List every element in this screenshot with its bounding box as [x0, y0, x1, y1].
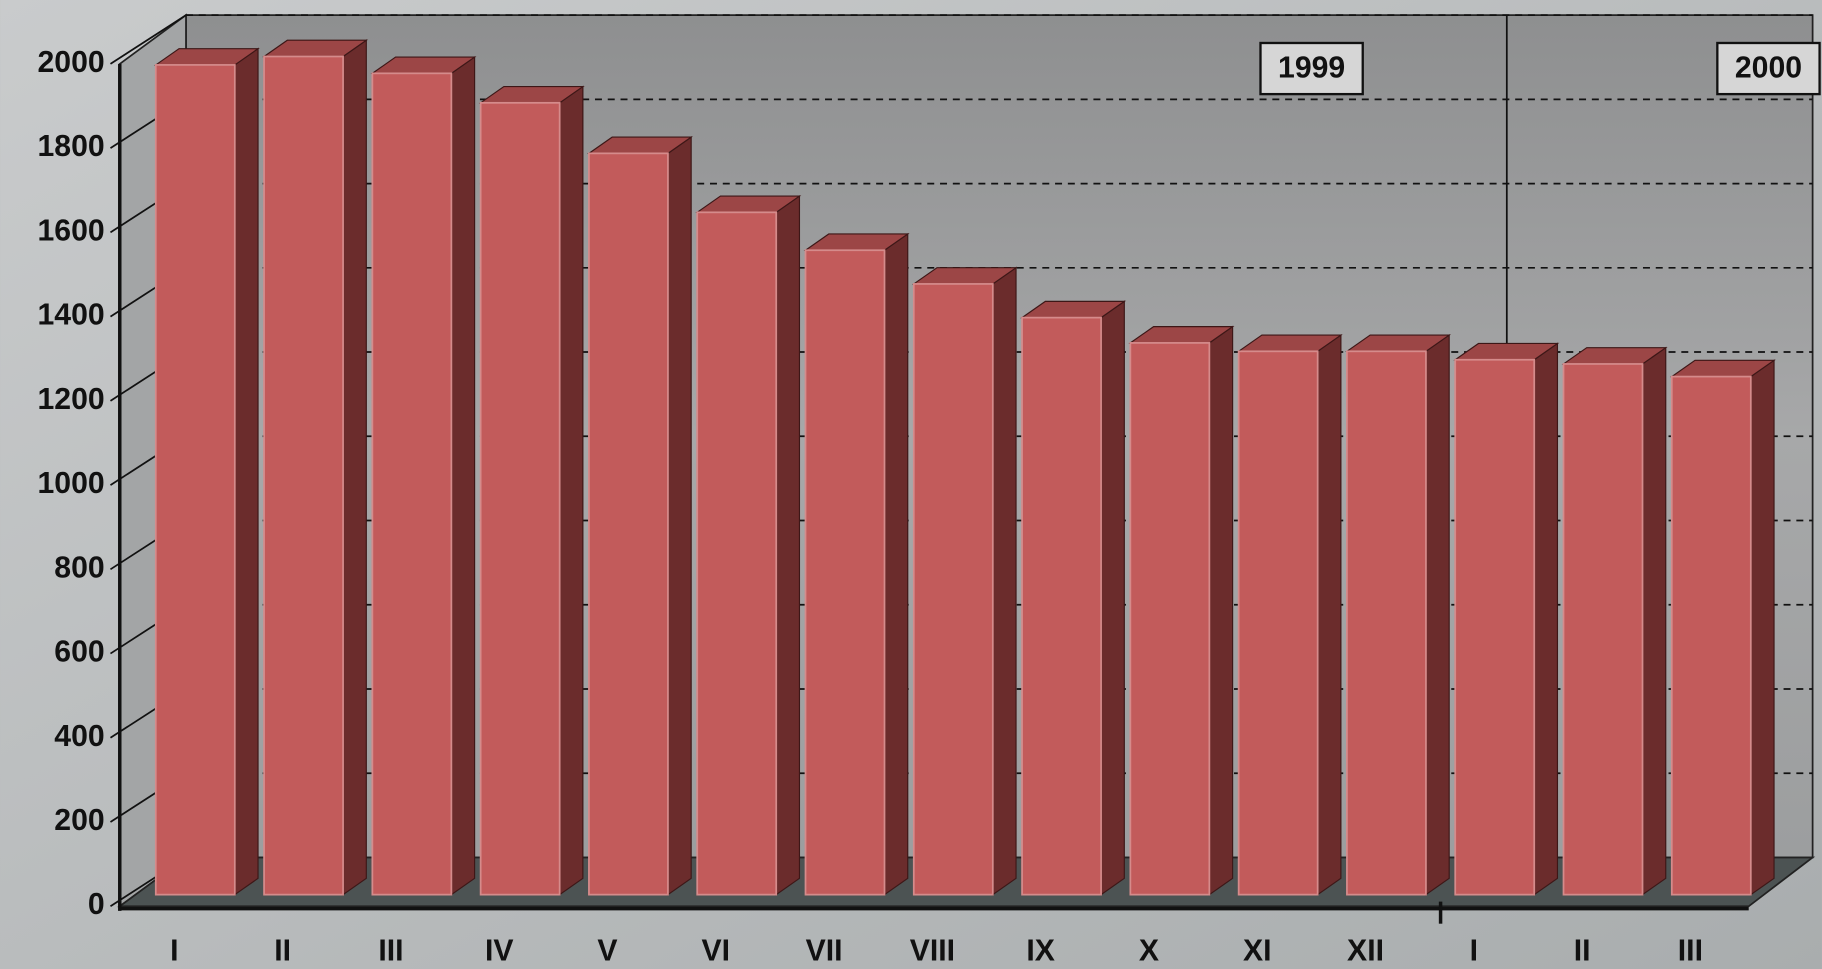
bar [1022, 318, 1101, 895]
x-tick-label: VI [702, 935, 731, 968]
x-tick-label: II [1574, 935, 1591, 968]
year-label: 1999 [1278, 52, 1345, 85]
bar-side [885, 234, 908, 895]
x-tick-label: IX [1026, 935, 1055, 968]
y-tick-label: 200 [54, 804, 104, 837]
bar [914, 284, 993, 895]
bar [1239, 351, 1318, 894]
y-tick-label: 800 [54, 551, 104, 584]
bar-side [343, 40, 366, 894]
bar-side [1643, 348, 1666, 895]
x-tick-label: X [1139, 935, 1159, 968]
bar [1347, 351, 1426, 894]
bar-side [1101, 301, 1124, 894]
x-tick-label: III [1678, 935, 1703, 968]
x-tick-label: V [597, 935, 617, 968]
x-tick-label: XII [1347, 935, 1384, 968]
bar [1564, 364, 1643, 895]
bar-side [668, 137, 691, 895]
bar [264, 56, 343, 894]
y-tick-label: 1200 [38, 383, 105, 416]
y-tick-label: 400 [54, 720, 104, 753]
bar-side [560, 87, 583, 895]
x-tick-label: II [274, 935, 291, 968]
y-tick-label: 1400 [38, 299, 105, 332]
bar [372, 73, 451, 894]
x-tick-label: I [1470, 935, 1478, 968]
bar [697, 212, 776, 894]
bar [589, 153, 668, 894]
bar-side [993, 268, 1016, 895]
bar-side [1534, 343, 1557, 894]
x-tick-label: III [378, 935, 403, 968]
bar [481, 103, 560, 895]
bar [1455, 360, 1534, 895]
y-tick-label: 1600 [38, 214, 105, 247]
bar [806, 250, 885, 894]
bar-side [1751, 360, 1774, 894]
y-tick-label: 1800 [38, 130, 105, 163]
x-tick-label: XI [1243, 935, 1272, 968]
bar-side [451, 57, 474, 895]
page: 0 200 400 600 800 1000 1200 1400 1600 1800 2000 199… [0, 0, 1822, 969]
x-tick-label: VII [806, 935, 843, 968]
year-label: 2000 [1735, 52, 1802, 85]
chart: 0 200 400 600 800 1000 1200 1400 1600 1800 2000 199… [0, 0, 1822, 969]
bar-side [1426, 335, 1449, 895]
bar [1672, 377, 1751, 895]
bar-side [1318, 335, 1341, 895]
y-tick-label: 0 [88, 888, 105, 921]
bar [156, 65, 235, 895]
bar-side [235, 49, 258, 895]
bar-side [776, 196, 799, 895]
x-tick-label: IV [485, 935, 514, 968]
bar [1130, 343, 1209, 895]
bar-side [1209, 327, 1232, 895]
x-tick-label: I [170, 935, 178, 968]
x-tick-label: VIII [910, 935, 955, 968]
y-tick-label: 600 [54, 636, 104, 669]
y-tick-label: 1000 [38, 467, 105, 500]
y-tick-label: 2000 [38, 46, 105, 79]
